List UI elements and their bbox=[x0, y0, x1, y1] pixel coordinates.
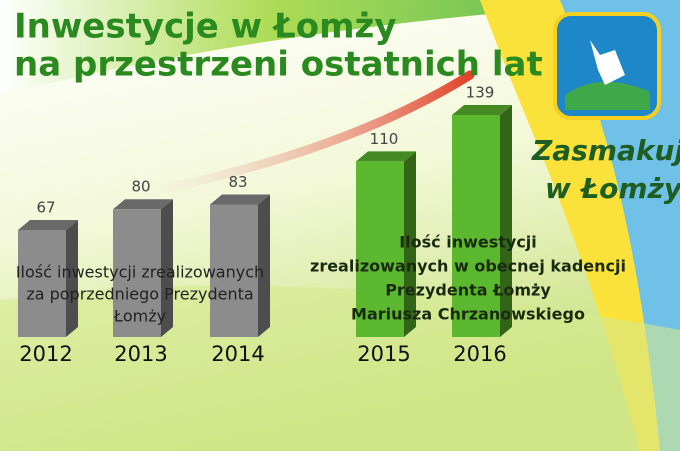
bar-side bbox=[258, 194, 270, 337]
x-tick-label: 2015 bbox=[357, 342, 410, 366]
value-label: 80 bbox=[131, 178, 150, 196]
bar-top bbox=[210, 194, 270, 205]
value-label: 67 bbox=[36, 198, 55, 216]
annotation: Mariusza Chrzanowskiego bbox=[351, 305, 585, 324]
value-label: 110 bbox=[370, 130, 399, 148]
annotations: Ilość inwestycji zrealizowanych za poprze… bbox=[16, 233, 626, 326]
title-line: na przestrzeni ostatnich lat bbox=[14, 45, 543, 85]
bar bbox=[113, 209, 161, 337]
bar-side bbox=[500, 105, 512, 337]
x-tick-label: 2013 bbox=[114, 342, 167, 366]
bar bbox=[18, 229, 66, 337]
logo-text: Zasmakuj bbox=[531, 134, 680, 167]
value-label: 83 bbox=[228, 173, 247, 191]
bar-side bbox=[66, 219, 78, 337]
annotation: Ilość inwestycji zrealizowanych bbox=[16, 263, 264, 282]
bars: 67 2012 80 2013 83 2014 110 2015 139 2016 bbox=[18, 84, 512, 366]
bar-top bbox=[356, 151, 416, 162]
bar-top bbox=[113, 199, 173, 210]
bar-side bbox=[161, 199, 173, 337]
x-tick-label: 2012 bbox=[19, 342, 72, 366]
bar-top bbox=[18, 219, 78, 230]
bar-top bbox=[452, 105, 512, 115]
title-line: Inwestycje w Łomży bbox=[14, 7, 397, 47]
bar bbox=[452, 115, 500, 337]
bar bbox=[356, 161, 404, 337]
x-tick-label: 2014 bbox=[211, 342, 264, 366]
x-tick-label: 2016 bbox=[453, 342, 506, 366]
bar-side bbox=[404, 151, 416, 337]
value-label: 139 bbox=[466, 84, 495, 102]
annotation: Łomży bbox=[113, 307, 166, 326]
annotation: zrealizowanych w obecnej kadencji bbox=[310, 257, 626, 276]
logo-text: w Łomży bbox=[545, 172, 680, 205]
annotation: Prezydenta Łomży bbox=[385, 281, 551, 300]
bar bbox=[210, 204, 258, 337]
annotation: Ilość inwestycji bbox=[399, 233, 537, 252]
annotation: za poprzedniego Prezydenta bbox=[26, 285, 253, 304]
